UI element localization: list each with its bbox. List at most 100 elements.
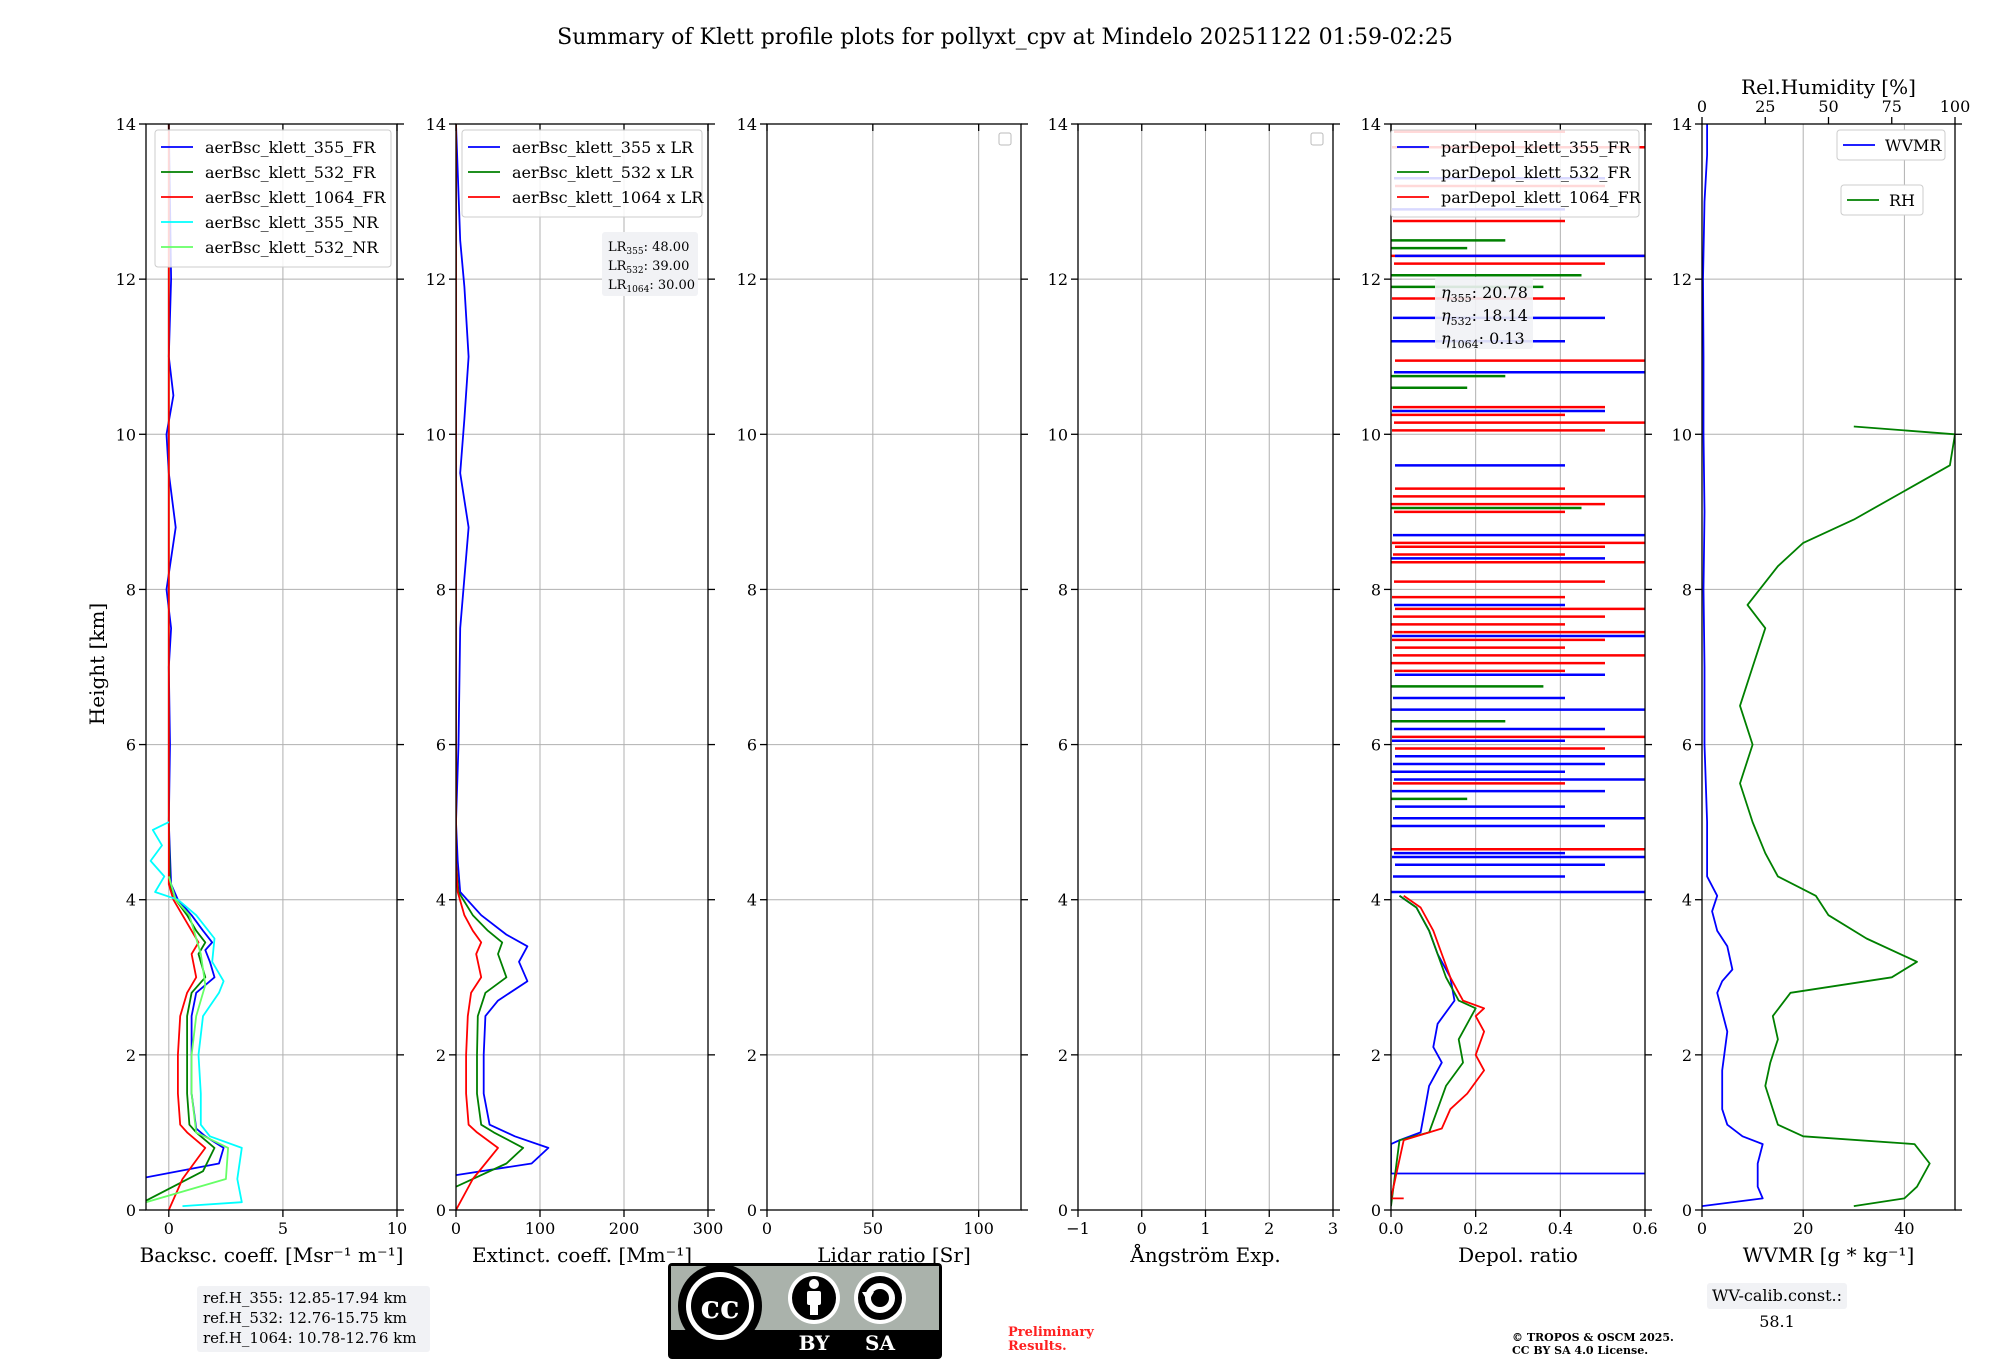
legend-label: parDepol_klett_1064_FR — [1441, 188, 1642, 207]
y-tick-label: 10 — [116, 425, 136, 444]
y-tick-label: 8 — [1682, 580, 1692, 599]
y-tick-label: 4 — [1058, 891, 1068, 910]
y-tick-label: 6 — [1058, 736, 1068, 755]
y-tick-label: 0 — [1682, 1201, 1692, 1220]
series-line-aerBsc_klett_1064_FR — [167, 124, 207, 1210]
lidar-ratio-label: LR532: 39.00 — [608, 259, 689, 276]
y-tick-label: 0 — [126, 1201, 136, 1220]
legend-label: aerBsc_klett_355 x LR — [512, 138, 694, 157]
x-tick-label: 0 — [164, 1219, 174, 1238]
eta-subscript: 532 — [1451, 315, 1472, 328]
legend-box — [1390, 129, 1640, 218]
series-line-parDepol_klett_1064_FR — [1391, 895, 1485, 1200]
panel-wvmr: 0 2 4 6 8 10 12 14 0 20 40 WVMR [g * kg⁻¹] 0 25 50 75 10… — [1672, 75, 1971, 1267]
eta-value: : 18.14 — [1472, 306, 1528, 325]
lr-prefix: LR — [608, 240, 628, 255]
eta-symbol: η — [1441, 283, 1451, 302]
axes-frame — [455, 123, 709, 1211]
eta-symbol: η — [1441, 329, 1451, 348]
y-tick-label: 14 — [116, 115, 136, 134]
y-tick-label: 14 — [1048, 115, 1068, 134]
copyright-line1: © TROPOS & OSCM 2025. — [1512, 1331, 1674, 1344]
plot-area — [1702, 124, 1955, 1207]
y-tick-label: 10 — [426, 425, 446, 444]
ref-height-1064: ref.H_1064: 10.78-12.76 km — [203, 1329, 417, 1347]
y-tick-label: 2 — [747, 1046, 757, 1065]
legend-label: aerBsc_klett_532 x LR — [512, 163, 694, 182]
x-tick-label: 0.2 — [1463, 1219, 1488, 1238]
y-tick-label: 12 — [116, 270, 136, 289]
y-axis-label: Height [km] — [85, 603, 109, 725]
x-tick-label: 3 — [1328, 1219, 1338, 1238]
legend: aerBsc_klett_355_FR aerBsc_klett_532_FRae… — [154, 129, 392, 268]
x-axis-label: Depol. ratio — [1458, 1243, 1578, 1267]
legend-rh: RH — [1840, 184, 1924, 216]
x-tick-label: 0 — [762, 1219, 772, 1238]
y-tick-label: 6 — [1371, 736, 1381, 755]
y-tick-label: 0 — [1371, 1201, 1381, 1220]
x-tick-label: 40 — [1894, 1219, 1914, 1238]
lr-value: : 48.00 — [644, 240, 690, 255]
x-axis-label: Ångström Exp. — [1129, 1242, 1280, 1267]
axes-frame — [1390, 123, 1646, 1211]
y-tick-label: 4 — [1371, 891, 1381, 910]
y-tick-label: 10 — [1048, 425, 1068, 444]
lr-value: : 30.00 — [649, 278, 695, 293]
y-tick-label: 2 — [436, 1046, 446, 1065]
legend-wvmr: WVMR — [1836, 129, 1946, 161]
y-tick-label: 2 — [1682, 1046, 1692, 1065]
series-line-aerBsc_klett_532 x LR — [456, 124, 525, 1188]
x-tick-label: 5 — [278, 1219, 288, 1238]
eta-label: η532: 18.14 — [1441, 306, 1528, 328]
legend-label: WVMR — [1885, 136, 1942, 155]
y-tick-label: 14 — [737, 115, 757, 134]
cc-label: cc — [701, 1288, 740, 1326]
legend-box — [154, 129, 392, 268]
legend-label: aerBsc_klett_355_FR — [205, 138, 376, 157]
series-line-aerBsc_klett_355_FR — [146, 124, 225, 1179]
wv-calib-box: WV-calib.const.: 58.1 — [1707, 1283, 1847, 1331]
y-tick-label: 0 — [436, 1201, 446, 1220]
x-tick-label: 0 — [1697, 1219, 1707, 1238]
share-alike-icon — [854, 1272, 906, 1324]
x-tick-label: 10 — [387, 1219, 407, 1238]
lr-subscript: 532 — [626, 266, 643, 276]
y-tick-label: 10 — [737, 425, 757, 444]
x-tick-label: 0.6 — [1632, 1219, 1657, 1238]
cc-by-sa-badge: cc BY SA — [668, 1263, 942, 1359]
legend-label: parDepol_klett_355_FR — [1441, 138, 1632, 157]
y-tick-label: 2 — [1058, 1046, 1068, 1065]
series-line-parDepol_klett_532_FR — [1391, 895, 1477, 1207]
y-tick-label: 12 — [1048, 270, 1068, 289]
legend-label: aerBsc_klett_532_NR — [205, 238, 379, 257]
eta-value: : 20.78 — [1472, 283, 1528, 302]
x-tick-label: 1 — [1200, 1219, 1210, 1238]
lr-subscript: 355 — [626, 247, 643, 257]
y-tick-label: 2 — [126, 1046, 136, 1065]
x-tick-label: 0.4 — [1548, 1219, 1573, 1238]
empty-legend — [1310, 132, 1324, 146]
attribution-icon — [788, 1272, 840, 1324]
y-tick-label: 12 — [426, 270, 446, 289]
legend-label: aerBsc_klett_355_NR — [205, 213, 379, 232]
series-line-aerBsc_klett_1064 x LR — [456, 124, 499, 1210]
plot-area — [146, 124, 243, 1210]
y-tick-label: 10 — [1361, 425, 1381, 444]
x2-tick-label: 75 — [1882, 97, 1902, 116]
y-tick-label: 6 — [436, 736, 446, 755]
y-tick-label: 4 — [436, 891, 446, 910]
y-tick-label: 2 — [1371, 1046, 1381, 1065]
x-tick-label: 20 — [1793, 1219, 1813, 1238]
y-tick-label: 4 — [126, 891, 136, 910]
x2-tick-label: 50 — [1818, 97, 1838, 116]
y-tick-label: 14 — [1672, 115, 1692, 134]
y-tick-label: 8 — [1371, 580, 1381, 599]
x-axis-label: Extinct. coeff. [Mm⁻¹] — [472, 1243, 692, 1267]
eta-label: η355: 20.78 — [1441, 283, 1528, 305]
y-tick-label: 8 — [126, 580, 136, 599]
ref-height-355: ref.H_355: 12.85-17.94 km — [203, 1289, 407, 1307]
legend-label: aerBsc_klett_532_FR — [205, 163, 376, 182]
